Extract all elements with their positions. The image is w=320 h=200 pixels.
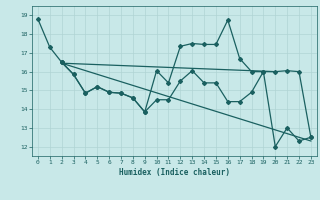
X-axis label: Humidex (Indice chaleur): Humidex (Indice chaleur) xyxy=(119,168,230,177)
